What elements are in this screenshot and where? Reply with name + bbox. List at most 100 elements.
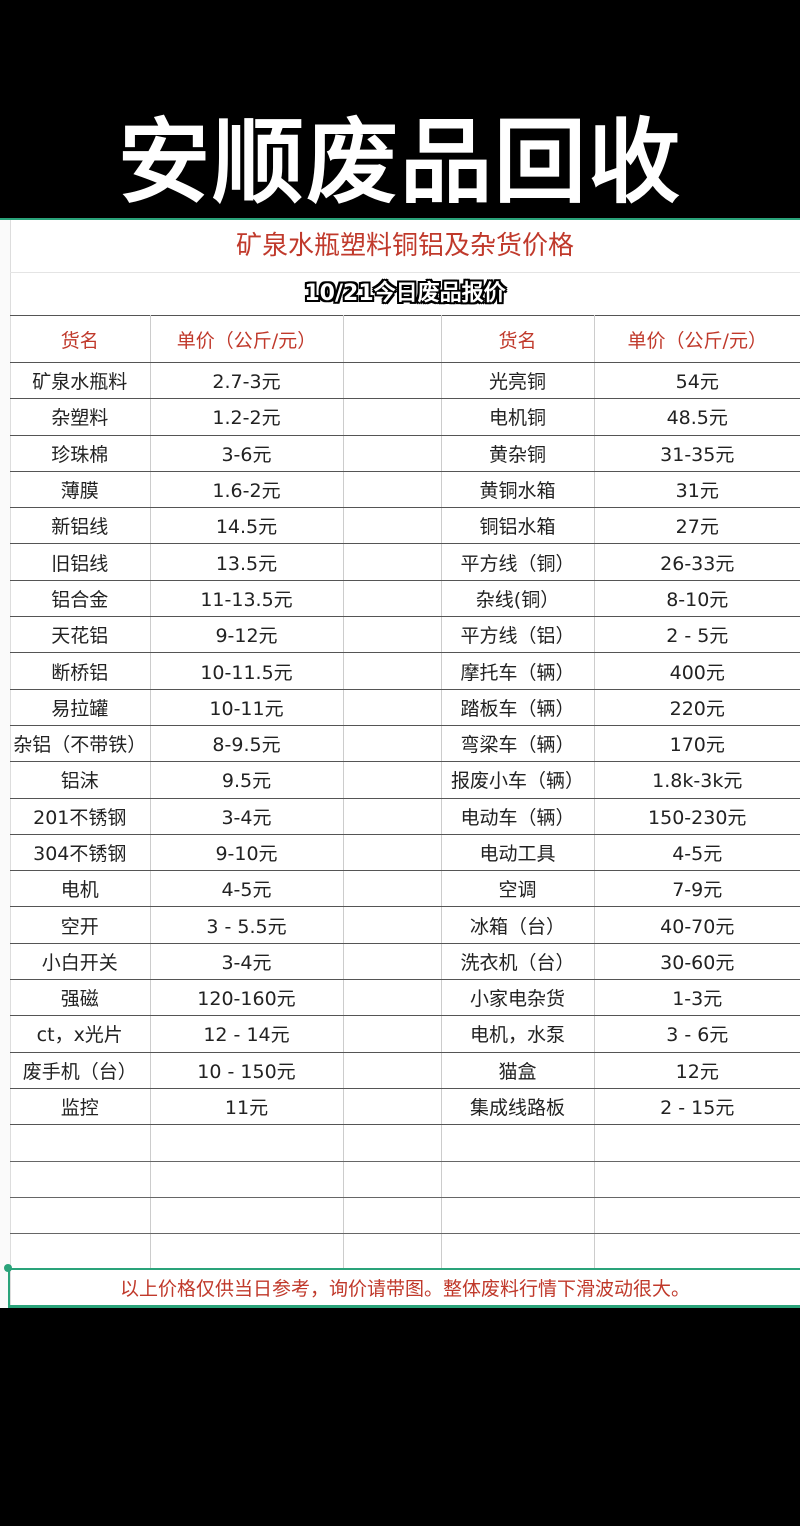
empty-cell bbox=[343, 1124, 442, 1162]
spacer-cell bbox=[343, 471, 442, 509]
table-row: 断桥铝 10-11.5元 摩托车（辆） 400元 bbox=[10, 652, 800, 690]
empty-row bbox=[10, 1197, 800, 1235]
table-row: 铝沫 9.5元 报废小车（辆） 1.8k-3k元 bbox=[10, 761, 800, 799]
item-price-left: 12 - 14元 bbox=[150, 1015, 344, 1053]
item-name-right: 小家电杂货 bbox=[441, 979, 595, 1017]
item-price-right: 7-9元 bbox=[594, 870, 800, 908]
item-price-left: 1.2-2元 bbox=[150, 398, 344, 436]
table-row: 小白开关 3-4元 洗衣机（台） 30-60元 bbox=[10, 943, 800, 981]
empty-cell bbox=[594, 1124, 800, 1162]
item-price-right: 1.8k-3k元 bbox=[594, 761, 800, 799]
spacer-cell bbox=[343, 580, 442, 618]
item-price-left: 11元 bbox=[150, 1088, 344, 1126]
price-sheet: 矿泉水瓶塑料铜铝及杂货价格 10/21今日废品报价 货名 单价（公斤/元） 货名… bbox=[0, 218, 800, 1308]
empty-cell bbox=[150, 1233, 344, 1270]
item-price-left: 4-5元 bbox=[150, 870, 344, 908]
spacer-cell bbox=[343, 979, 442, 1017]
spacer-cell bbox=[343, 507, 442, 545]
table-row: 201不锈钢 3-4元 电动车（辆） 150-230元 bbox=[10, 798, 800, 835]
item-price-left: 14.5元 bbox=[150, 507, 344, 545]
banner-title: 安顺废品回收 bbox=[117, 109, 682, 216]
item-price-left: 9.5元 bbox=[150, 761, 344, 799]
item-price-left: 3-4元 bbox=[150, 798, 344, 835]
empty-cell bbox=[594, 1234, 800, 1270]
item-name-left: 监控 bbox=[10, 1088, 151, 1126]
item-price-left: 11-13.5元 bbox=[150, 580, 344, 618]
table-row: 铝合金 11-13.5元 杂线(铜） 8-10元 bbox=[10, 580, 800, 618]
table-row: 天花铝 9-12元 平方线（铝） 2 - 5元 bbox=[10, 616, 800, 654]
item-name-left: 电机 bbox=[10, 870, 151, 908]
item-name-left: 铝合金 bbox=[10, 580, 151, 618]
item-name-right: 报废小车（辆） bbox=[441, 761, 595, 799]
empty-cell bbox=[10, 1233, 151, 1270]
item-name-right: 铜铝水箱 bbox=[441, 507, 595, 545]
table-row: 易拉罐 10-11元 踏板车（辆） 220元 bbox=[10, 689, 800, 726]
spacer-cell bbox=[343, 689, 442, 726]
spacer-cell bbox=[343, 1052, 442, 1089]
table-row: 新铝线 14.5元 铜铝水箱 27元 bbox=[10, 507, 800, 545]
table-row: 强磁 120-160元 小家电杂货 1-3元 bbox=[10, 979, 800, 1017]
empty-cell bbox=[441, 1197, 595, 1235]
item-price-right: 400元 bbox=[594, 652, 800, 690]
spacer-cell bbox=[343, 652, 442, 690]
item-name-right: 电机铜 bbox=[441, 398, 595, 436]
item-price-right: 220元 bbox=[594, 689, 800, 726]
header-name-right: 货名 bbox=[441, 315, 595, 363]
spacer-cell bbox=[343, 943, 442, 981]
item-name-left: 新铝线 bbox=[10, 507, 151, 545]
item-price-right: 27元 bbox=[594, 507, 800, 545]
item-price-right: 150-230元 bbox=[594, 798, 800, 835]
header-price-right: 单价（公斤/元） bbox=[594, 315, 800, 363]
item-name-left: 小白开关 bbox=[10, 943, 151, 981]
table-row: 电机 4-5元 空调 7-9元 bbox=[10, 870, 800, 908]
item-price-right: 8-10元 bbox=[594, 580, 800, 618]
item-name-left: 天花铝 bbox=[10, 616, 151, 654]
empty-row bbox=[10, 1233, 800, 1270]
item-price-left: 1.6-2元 bbox=[150, 471, 344, 509]
spacer-cell bbox=[343, 543, 442, 581]
item-name-left: 薄膜 bbox=[10, 471, 151, 509]
empty-cell bbox=[343, 1233, 442, 1270]
date-title: 10/21今日废品报价 bbox=[304, 281, 506, 306]
header-name-left: 货名 bbox=[10, 315, 151, 363]
item-price-left: 9-10元 bbox=[150, 834, 344, 872]
spacer-cell bbox=[343, 435, 442, 472]
item-name-right: 杂线(铜） bbox=[441, 580, 595, 618]
spacer-cell bbox=[343, 362, 442, 400]
table-row: 矿泉水瓶料 2.7-3元 光亮铜 54元 bbox=[10, 362, 800, 400]
item-name-right: 集成线路板 bbox=[441, 1088, 595, 1126]
item-name-left: 矿泉水瓶料 bbox=[10, 362, 151, 400]
table-row: 废手机（台） 10 - 150元 猫盒 12元 bbox=[10, 1052, 800, 1089]
empty-cell bbox=[10, 1197, 151, 1235]
item-price-right: 48.5元 bbox=[594, 398, 800, 436]
item-name-right: 黄铜水箱 bbox=[441, 471, 595, 509]
spacer-cell bbox=[343, 798, 442, 835]
item-name-right: 弯梁车（辆） bbox=[441, 725, 595, 763]
spacer-cell bbox=[343, 1088, 442, 1126]
item-price-right: 40-70元 bbox=[594, 906, 800, 944]
table-row: 旧铝线 13.5元 平方线（铜） 26-33元 bbox=[10, 543, 800, 581]
banner: 安顺废品回收 bbox=[0, 0, 800, 218]
item-name-left: 旧铝线 bbox=[10, 543, 151, 581]
spacer-cell bbox=[343, 906, 442, 944]
item-name-left: 杂塑料 bbox=[10, 398, 151, 436]
item-name-left: 杂铝（不带铁） bbox=[10, 725, 151, 763]
item-name-right: 电动工具 bbox=[441, 834, 595, 872]
item-name-right: 洗衣机（台） bbox=[441, 943, 595, 981]
table-row: 304不锈钢 9-10元 电动工具 4-5元 bbox=[10, 834, 800, 872]
spacer-cell bbox=[343, 761, 442, 799]
item-price-right: 2 - 5元 bbox=[594, 616, 800, 654]
empty-cell bbox=[343, 1161, 442, 1198]
item-name-right: 电机，水泵 bbox=[441, 1015, 595, 1053]
empty-row bbox=[10, 1161, 800, 1198]
spacer-cell bbox=[343, 870, 442, 908]
empty-cell bbox=[441, 1124, 595, 1162]
item-name-right: 踏板车（辆） bbox=[441, 689, 595, 726]
sheet-title: 矿泉水瓶塑料铜铝及杂货价格 bbox=[10, 220, 800, 273]
item-name-right: 空调 bbox=[441, 870, 595, 908]
item-price-left: 3 - 5.5元 bbox=[150, 906, 344, 944]
header-row: 货名 单价（公斤/元） 货名 单价（公斤/元） bbox=[10, 315, 800, 363]
item-name-left: 珍珠棉 bbox=[10, 435, 151, 472]
table-row: 监控 11元 集成线路板 2 - 15元 bbox=[10, 1088, 800, 1126]
price-note: 以上价格仅供当日参考，询价请带图。整体废料行情下滑波动很大。 bbox=[8, 1268, 800, 1308]
